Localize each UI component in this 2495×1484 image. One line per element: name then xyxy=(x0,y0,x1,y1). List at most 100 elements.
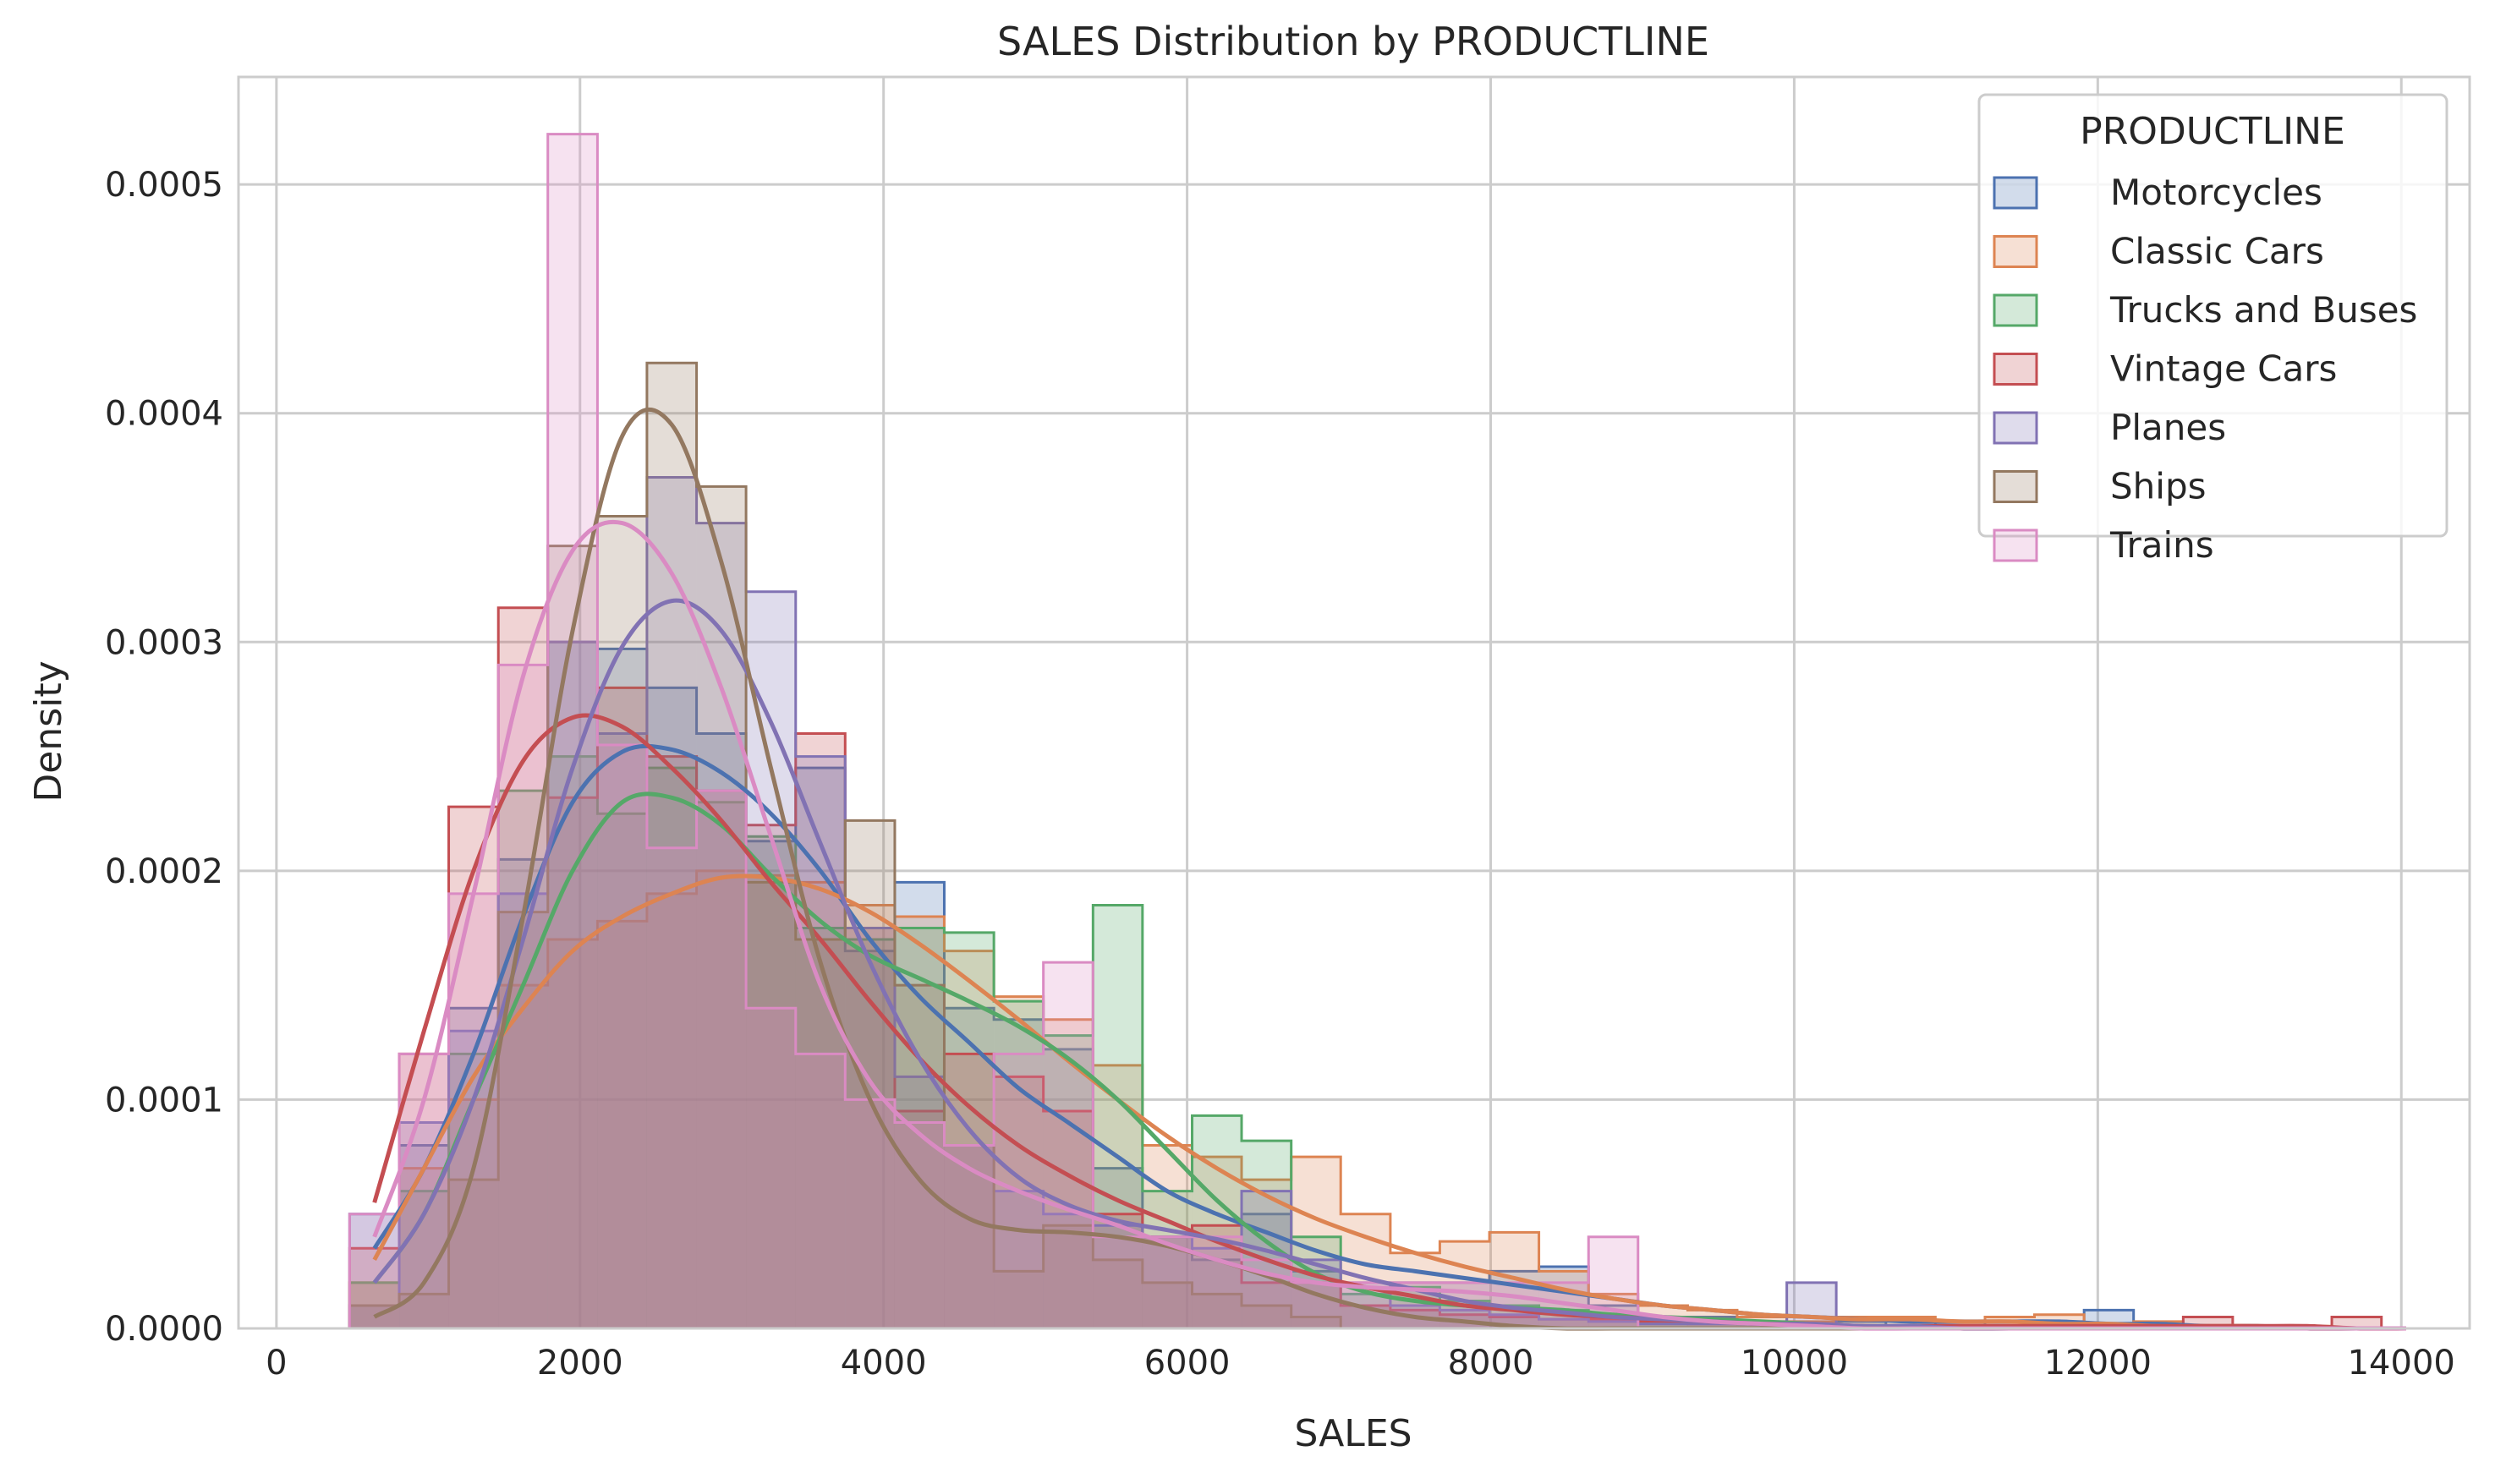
series-motorcycles xyxy=(348,640,2432,1330)
histogram-bar xyxy=(1093,1065,1143,1328)
histogram-bar xyxy=(1736,1323,1787,1328)
y-tick-label: 0.0005 xyxy=(105,166,223,205)
histogram-bar xyxy=(646,756,697,1328)
histogram-bar xyxy=(1736,1323,1787,1328)
histogram-bar xyxy=(1242,1305,1291,1328)
legend-item-trains: Trains xyxy=(1993,524,2214,566)
legend-swatch xyxy=(1993,470,2038,503)
legend-swatch xyxy=(1993,411,2038,445)
histogram-bar xyxy=(1291,1317,1341,1328)
histogram-bar xyxy=(646,477,697,1328)
histogram-bar xyxy=(2332,1317,2382,1328)
chart-title: SALES Distribution by PRODUCTLINE xyxy=(997,19,1709,64)
legend-items: Motorcycles Classic Cars Trucks and Buses V… xyxy=(1993,172,2417,566)
histogram-bar xyxy=(1538,1319,1589,1328)
y-tick-label: 0.0000 xyxy=(105,1310,223,1349)
tick-labels: 0 2000 4000 6000 8000 10000 12000 14000 0.0000 0.… xyxy=(105,166,2455,1383)
histogram-bar xyxy=(646,847,697,1328)
legend-item-vintage-cars: Vintage Cars xyxy=(1993,348,2337,390)
histogram-bar xyxy=(795,1054,846,1328)
legend-box xyxy=(1977,93,2448,538)
histogram-bar xyxy=(994,1076,1044,1328)
histogram-bar xyxy=(746,591,796,1328)
x-tick-label: 6000 xyxy=(1144,1344,1231,1383)
legend-label: Classic Cars xyxy=(2110,231,2324,272)
legend-swatch xyxy=(1993,293,2038,327)
histogram-outline-classic-cars xyxy=(348,869,2432,1330)
histogram-bar xyxy=(1538,1319,1589,1328)
histogram-bar xyxy=(944,950,995,1328)
histogram-bar xyxy=(1093,1259,1143,1328)
y-tick-label: 0.0001 xyxy=(105,1081,223,1120)
legend-item-motorcycles: Motorcycles xyxy=(1993,172,2322,213)
legend-label: Ships xyxy=(2110,466,2207,507)
legend-label: Trucks and Buses xyxy=(2109,289,2417,331)
histogram-bar xyxy=(597,516,647,1328)
histogram-bar xyxy=(795,733,846,1328)
legend-swatch xyxy=(1993,235,2038,268)
histogram-bar xyxy=(696,791,747,1328)
legend: PRODUCTLINE Motorcycles Classic Cars Truck… xyxy=(1977,93,2448,566)
x-tick-label: 12000 xyxy=(2044,1344,2152,1383)
histogram-bar xyxy=(1736,1323,1787,1328)
legend-swatch xyxy=(1993,353,2038,386)
histogram-bar xyxy=(696,802,747,1328)
histogram-bar xyxy=(646,768,697,1328)
x-tick-label: 2000 xyxy=(537,1344,623,1383)
histogram-bar xyxy=(448,1180,499,1328)
histogram-bar xyxy=(795,939,846,1328)
legend-label: Motorcycles xyxy=(2110,172,2322,213)
x-tick-label: 14000 xyxy=(2348,1344,2455,1383)
histogram-bar xyxy=(1043,1110,1094,1328)
x-tick-label: 10000 xyxy=(1741,1344,1848,1383)
y-tick-label: 0.0004 xyxy=(105,395,223,434)
histogram-bar xyxy=(646,363,697,1329)
histogram-bar xyxy=(1786,1282,1837,1328)
histogram-bar xyxy=(696,870,747,1328)
histogram-bar xyxy=(1093,1236,1143,1328)
histogram-bar xyxy=(1043,1225,1094,1328)
histogram-bar xyxy=(1043,1049,1094,1328)
histogram-bar xyxy=(746,836,796,1328)
histogram-bar xyxy=(845,1099,895,1328)
histogram-bar xyxy=(1687,1323,1737,1328)
histogram-bar xyxy=(498,985,548,1328)
histogram-bar xyxy=(597,745,647,1328)
histogram-bar xyxy=(1093,1168,1143,1328)
legend-title: PRODUCTLINE xyxy=(2080,110,2345,153)
histogram-bar xyxy=(746,882,796,1328)
y-axis-label: Density xyxy=(27,660,70,802)
histogram-bar xyxy=(498,607,548,1328)
histogram-bar xyxy=(994,1271,1044,1328)
x-tick-label: 4000 xyxy=(841,1344,927,1383)
histogram-bar xyxy=(547,797,598,1328)
histogram-bar xyxy=(795,928,846,1328)
histogram-bar xyxy=(597,813,647,1328)
histogram-bar xyxy=(795,768,846,1328)
kde-line-classic-cars xyxy=(372,873,2406,1331)
histogram-bar xyxy=(547,642,598,1328)
legend-item-trucks-and-buses: Trucks and Buses xyxy=(1993,289,2417,331)
legend-label: Trains xyxy=(2109,524,2214,566)
x-axis-label: SALES xyxy=(1294,1412,1412,1455)
histogram-bar xyxy=(746,841,796,1328)
histogram-bar xyxy=(1242,1141,1291,1328)
histogram-bar xyxy=(646,893,697,1328)
histogram-bar xyxy=(1192,1236,1242,1328)
histogram-bar xyxy=(597,733,647,1328)
legend-label: Planes xyxy=(2110,407,2226,448)
y-tick-label: 0.0003 xyxy=(105,623,223,662)
histogram-bar xyxy=(994,1191,1044,1328)
histogram-bar xyxy=(1043,962,1094,1328)
x-tick-label: 8000 xyxy=(1448,1344,1534,1383)
histogram-bar xyxy=(547,939,598,1328)
histogram-bar xyxy=(944,1145,995,1328)
histogram-bar xyxy=(746,1008,796,1328)
x-tick-label: 0 xyxy=(266,1344,287,1383)
histogram-bar xyxy=(1142,1282,1193,1328)
histogram-bar xyxy=(1637,1323,1688,1328)
histogram-bar xyxy=(1588,1321,1638,1328)
y-tick-label: 0.0002 xyxy=(105,852,223,891)
